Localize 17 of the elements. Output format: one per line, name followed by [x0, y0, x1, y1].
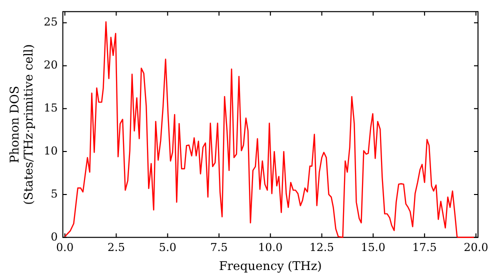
x-tick-label: 2.5: [107, 240, 125, 254]
x-tick-label: 15.0: [360, 240, 386, 254]
y-tick-label: 5: [50, 187, 58, 200]
x-tick-label: 0.0: [56, 240, 74, 254]
x-tick-label: 7.5: [210, 240, 228, 254]
x-tick-label: 12.5: [310, 240, 334, 254]
x-tick-label: 10.0: [258, 240, 283, 254]
y-tick-label: 20: [44, 58, 58, 72]
y-tick-label: 0: [50, 230, 58, 244]
y-tick-label: 15: [44, 101, 58, 114]
y-tick-label: 25: [44, 16, 58, 29]
y-axis-title: Phonon DOS (States/THz·primitive cell): [7, 44, 36, 205]
x-tick-label: 17.5: [412, 240, 437, 254]
x-axis-title: Frequency (THz): [218, 258, 322, 273]
x-tick-label: 20.0: [464, 240, 488, 254]
x-tick-label: 5.0: [158, 240, 176, 254]
y-tick-label: 10: [44, 144, 58, 158]
